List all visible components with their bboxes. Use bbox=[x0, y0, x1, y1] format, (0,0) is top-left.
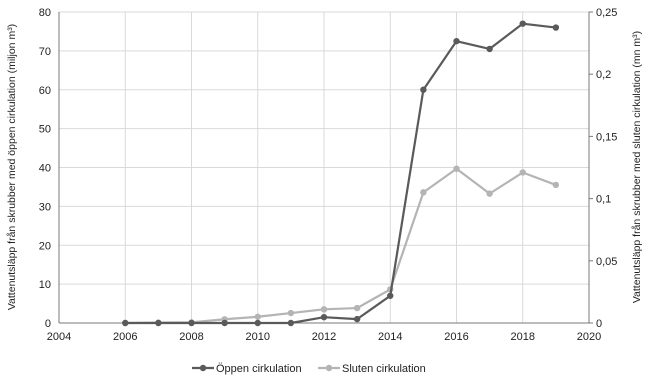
y-right-tick-label: 0,15 bbox=[596, 131, 617, 143]
y-left-tick-label: 10 bbox=[39, 279, 51, 291]
data-point-öppen-cirkulation bbox=[320, 313, 328, 321]
data-point-öppen-cirkulation bbox=[287, 319, 295, 327]
x-tick-label: 2014 bbox=[378, 331, 402, 343]
data-point-öppen-cirkulation bbox=[353, 315, 361, 323]
data-point-öppen-cirkulation bbox=[155, 319, 162, 327]
data-point-sluten-cirkulation bbox=[254, 313, 261, 320]
y-right-tick-label: 0,25 bbox=[596, 7, 617, 19]
data-point-öppen-cirkulation bbox=[387, 292, 394, 299]
legend-label-öppen-cirkulation: Öppen cirkulation bbox=[216, 363, 302, 375]
data-point-sluten-cirkulation bbox=[287, 309, 295, 317]
legend-marker-sluten-cirkulation bbox=[325, 364, 333, 372]
data-point-öppen-cirkulation bbox=[453, 37, 460, 45]
y-left-axis-title: Vattenutsläpp från skrubber med öppen ci… bbox=[6, 24, 18, 310]
data-point-öppen-cirkulation bbox=[486, 45, 493, 53]
legend-label-sluten-cirkulation: Sluten cirkulation bbox=[342, 363, 426, 375]
y-right-axis-title: Vattenutsläpp från skrubber med sluten c… bbox=[631, 31, 643, 303]
y-left-tick-label: 70 bbox=[39, 46, 51, 58]
data-point-öppen-cirkulation bbox=[254, 319, 261, 327]
y-left-tick-label: 60 bbox=[39, 85, 51, 97]
y-left-tick-label: 40 bbox=[39, 163, 51, 175]
y-right-tick-label: 0,1 bbox=[596, 194, 611, 206]
x-tick-label: 2020 bbox=[577, 331, 601, 343]
data-point-sluten-cirkulation bbox=[486, 190, 493, 197]
data-point-sluten-cirkulation bbox=[320, 306, 328, 313]
data-point-sluten-cirkulation bbox=[420, 189, 427, 196]
y-left-tick-label: 50 bbox=[39, 124, 51, 136]
y-right-axis-ticks: 0 0,05 0,1 0,15 0,2 0,25 bbox=[589, 7, 617, 330]
y-left-axis-ticks: 0 10 20 30 40 50 60 70 80 bbox=[39, 7, 51, 330]
y-left-tick-label: 30 bbox=[39, 201, 51, 213]
x-tick-label: 2010 bbox=[246, 331, 270, 343]
y-left-tick-label: 0 bbox=[45, 318, 51, 330]
y-right-tick-label: 0,05 bbox=[596, 256, 617, 268]
data-point-sluten-cirkulation bbox=[453, 165, 460, 172]
data-point-sluten-cirkulation bbox=[519, 169, 526, 176]
x-tick-label: 2012 bbox=[312, 331, 336, 343]
x-axis-ticks: 2004 2006 2008 2010 2012 2014 2016 2018 2020 bbox=[47, 331, 601, 343]
data-point-sluten-cirkulation bbox=[353, 304, 361, 312]
data-point-öppen-cirkulation bbox=[519, 20, 526, 27]
x-tick-label: 2006 bbox=[113, 331, 137, 343]
x-tick-label: 2008 bbox=[179, 331, 203, 343]
data-point-sluten-cirkulation bbox=[552, 181, 560, 189]
legend: Öppen cirkulation Sluten cirkulation bbox=[192, 363, 426, 375]
data-point-öppen-cirkulation bbox=[552, 24, 560, 31]
series-lines bbox=[122, 20, 560, 327]
x-tick-label: 2004 bbox=[47, 331, 71, 343]
x-tick-label: 2016 bbox=[444, 331, 468, 343]
y-left-tick-label: 20 bbox=[39, 240, 51, 252]
series-line-sluten-cirkulation bbox=[125, 167, 557, 325]
y-right-tick-label: 0 bbox=[596, 318, 602, 330]
data-point-öppen-cirkulation bbox=[221, 319, 228, 327]
gridlines bbox=[58, 11, 590, 324]
data-point-öppen-cirkulation bbox=[122, 319, 129, 327]
data-point-öppen-cirkulation bbox=[420, 86, 427, 93]
data-point-öppen-cirkulation bbox=[188, 319, 195, 327]
y-left-tick-label: 80 bbox=[39, 7, 51, 19]
x-tick-label: 2018 bbox=[511, 331, 535, 343]
legend-marker-öppen-cirkulation bbox=[199, 364, 207, 372]
series-line-öppen-cirkulation bbox=[125, 22, 557, 325]
y-right-tick-label: 0,2 bbox=[596, 69, 611, 81]
